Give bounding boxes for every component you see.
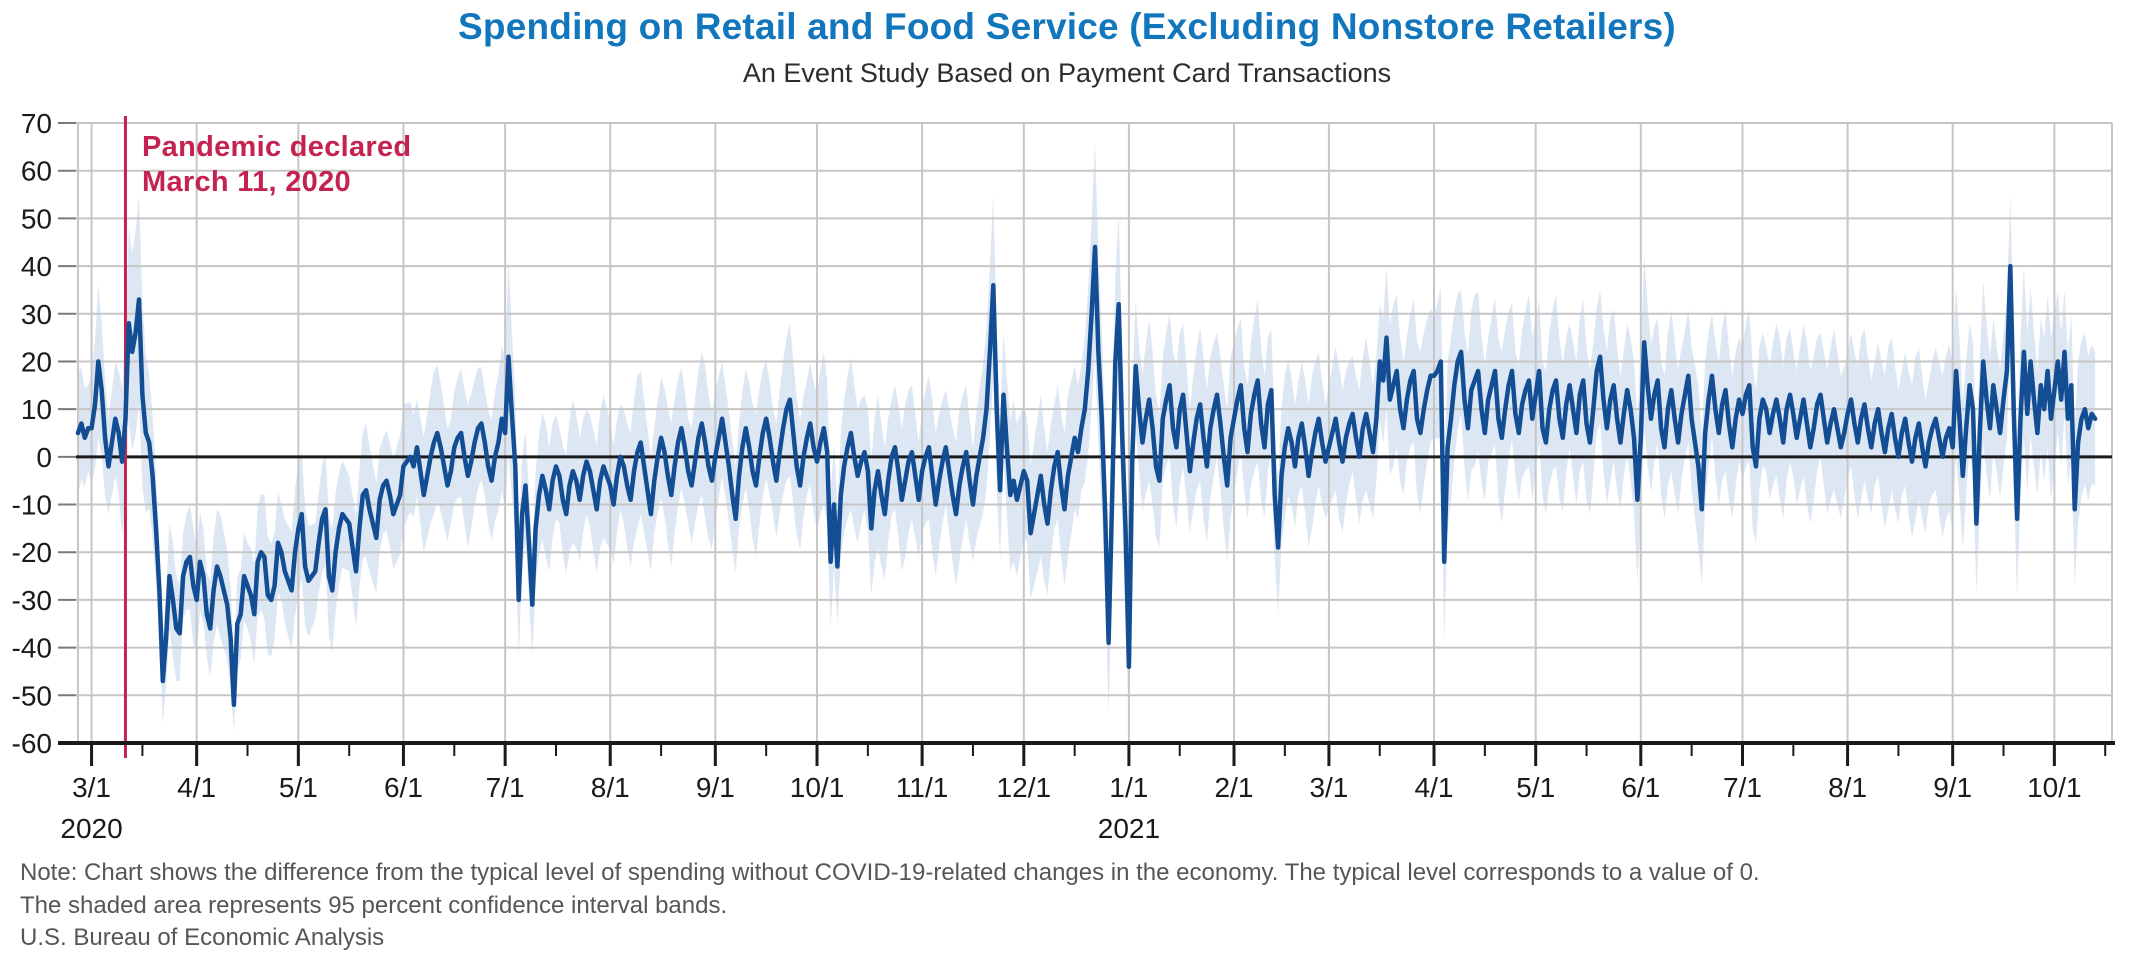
- chart-note-line2: The shaded area represents 95 percent co…: [20, 892, 728, 919]
- y-tick-label: 10: [21, 394, 52, 425]
- x-tick-label: 9/1: [1933, 772, 1972, 803]
- x-tick-label: 6/1: [384, 772, 423, 803]
- x-year-label: 2020: [60, 813, 122, 844]
- pandemic-annotation: Pandemic declared March 11, 2020: [142, 130, 411, 200]
- chart-note-line1: Note: Chart shows the difference from th…: [20, 859, 1760, 886]
- y-tick-label: 20: [21, 346, 52, 377]
- y-tick-label: -50: [12, 680, 52, 711]
- source-attribution: U.S. Bureau of Economic Analysis: [20, 924, 385, 951]
- x-tick-label: 5/1: [279, 772, 318, 803]
- y-tick-label: -10: [12, 490, 52, 521]
- y-tick-label: 60: [21, 156, 52, 187]
- x-tick-label: 8/1: [591, 772, 630, 803]
- page-title: Spending on Retail and Food Service (Exc…: [458, 6, 1676, 47]
- x-tick-label: 4/1: [1415, 772, 1454, 803]
- x-tick-label: 12/1: [997, 772, 1052, 803]
- x-tick-label: 7/1: [486, 772, 525, 803]
- x-tick-label: 10/1: [2027, 772, 2082, 803]
- x-tick-label: 3/1: [72, 772, 111, 803]
- x-tick-label: 3/1: [1309, 772, 1348, 803]
- y-tick-label: 70: [21, 108, 52, 139]
- spending-line: [75, 244, 2098, 708]
- y-tick-label: -40: [12, 633, 52, 664]
- x-tick-label: 1/1: [1109, 772, 1148, 803]
- y-tick-label: 40: [21, 251, 52, 282]
- y-tick-label: 30: [21, 299, 52, 330]
- y-tick-label: 0: [36, 442, 52, 473]
- y-tick-label: 50: [21, 203, 52, 234]
- x-tick-label: 7/1: [1723, 772, 1762, 803]
- y-tick-label: -20: [12, 537, 52, 568]
- chart-subtitle: An Event Study Based on Payment Card Tra…: [742, 58, 1392, 88]
- y-tick-label: -30: [12, 585, 52, 616]
- chart-note: Note: Chart shows the difference from th…: [20, 856, 1760, 922]
- x-tick-label: 5/1: [1516, 772, 1555, 803]
- confidence-band: [78, 142, 2096, 732]
- x-tick-label: 2/1: [1215, 772, 1254, 803]
- pandemic-annotation-line1: Pandemic declared: [142, 131, 412, 163]
- x-year-label: 2021: [1098, 813, 1160, 844]
- x-tick-label: 9/1: [696, 772, 735, 803]
- x-tick-label: 4/1: [177, 772, 216, 803]
- x-tick-label: 6/1: [1621, 772, 1660, 803]
- x-tick-label: 11/1: [896, 772, 948, 803]
- x-tick-label: 8/1: [1828, 772, 1867, 803]
- pandemic-annotation-line2: March 11, 2020: [142, 166, 351, 198]
- y-tick-label: -60: [12, 728, 52, 759]
- x-tick-label: 10/1: [790, 772, 845, 803]
